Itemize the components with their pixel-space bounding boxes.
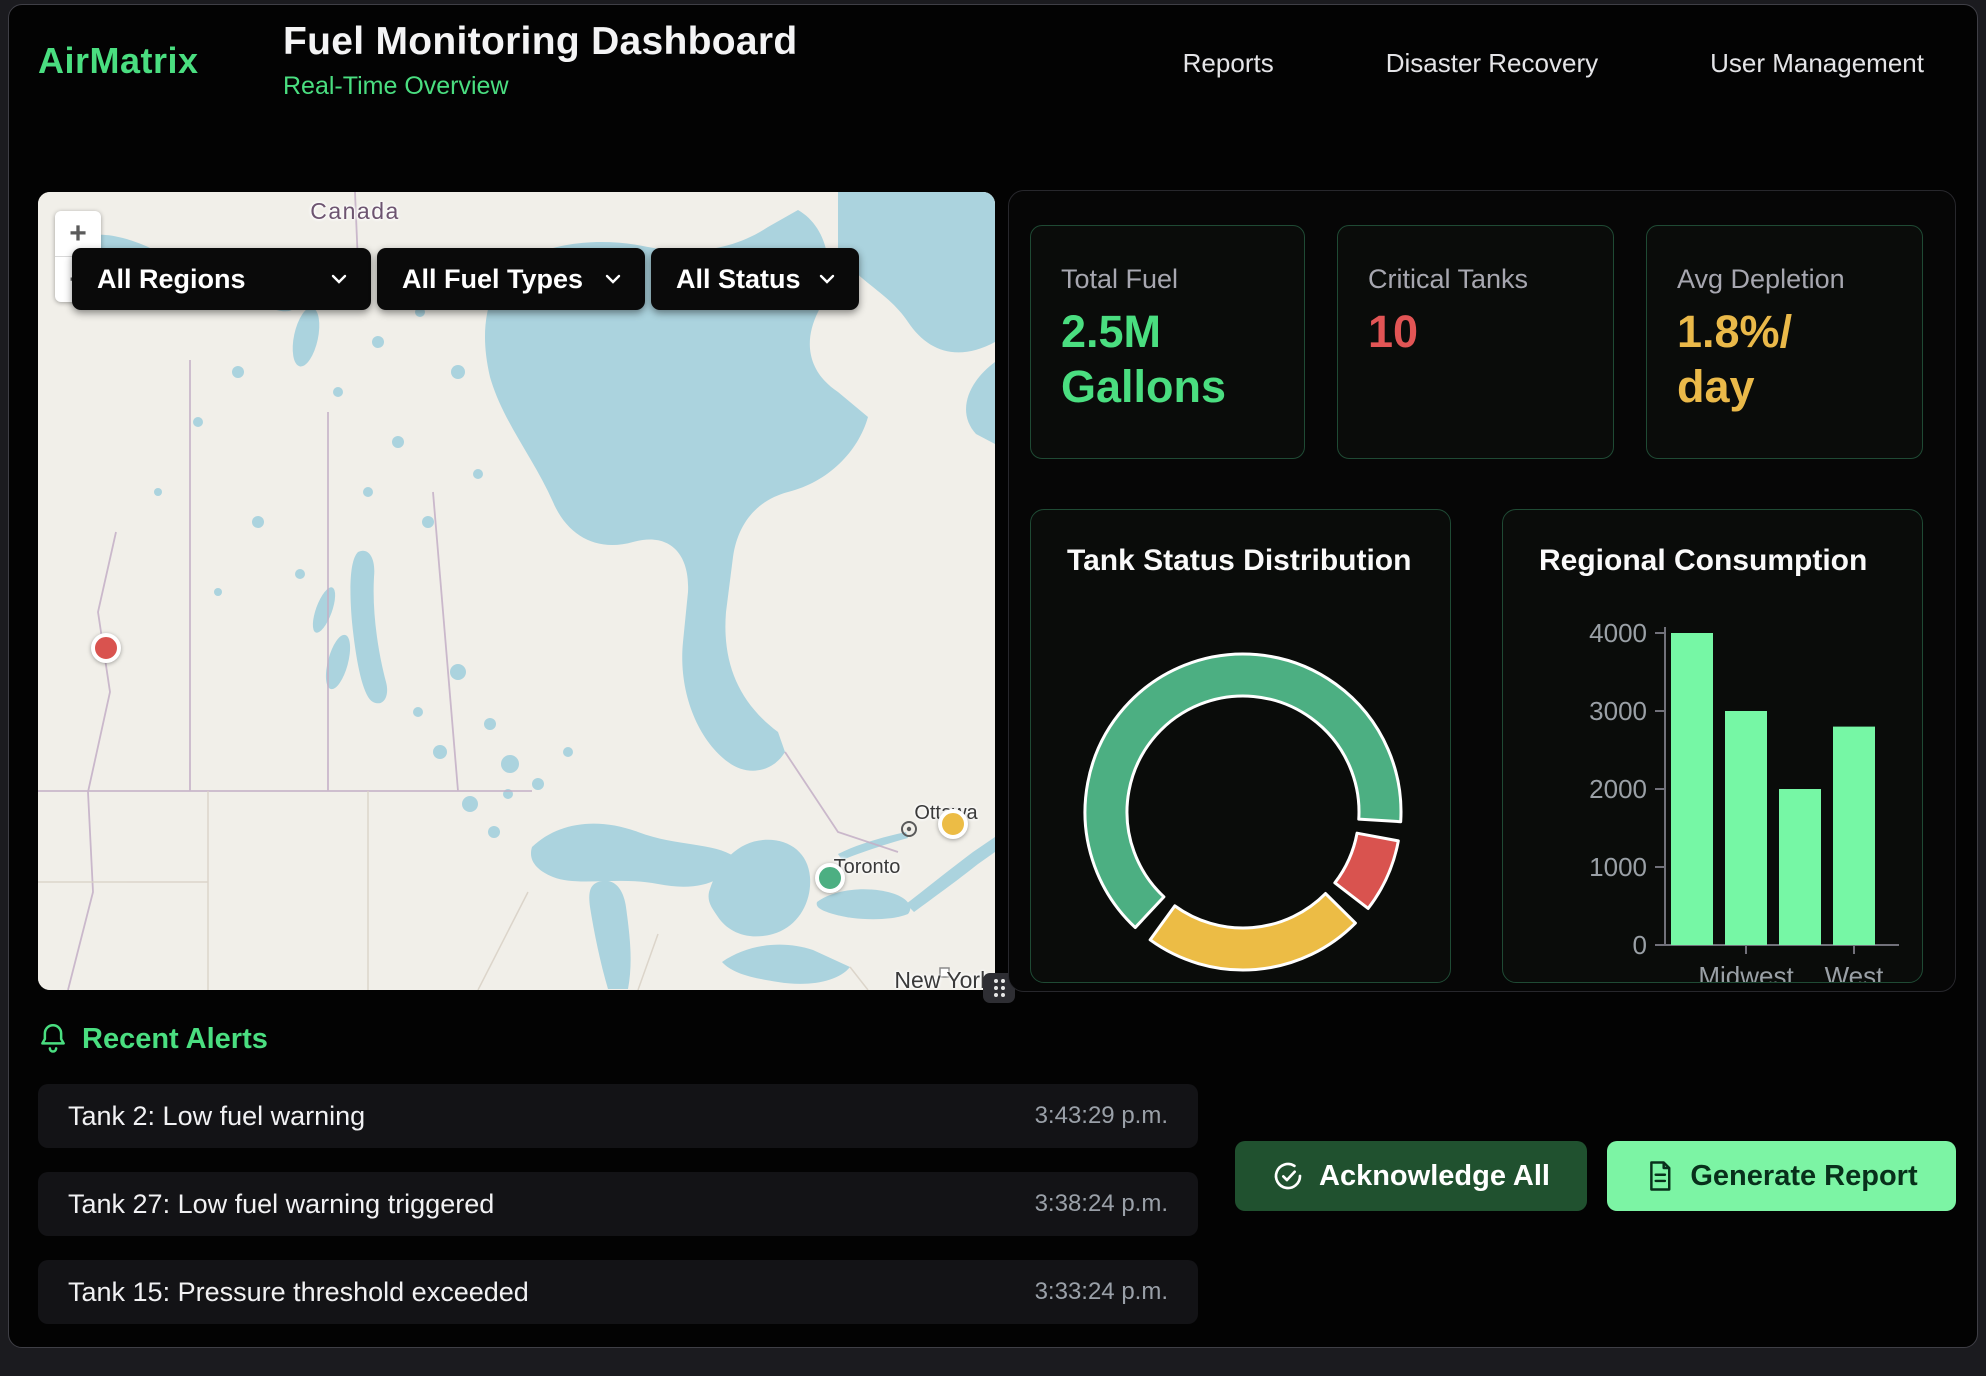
dashboard-page: AirMatrix Fuel Monitoring Dashboard Real… (0, 0, 1986, 1376)
tank-status-donut-chart (1031, 510, 1451, 983)
stat-label: Critical Tanks (1368, 264, 1585, 295)
stat-value-avg-depletion: 1.8%/ day (1677, 305, 1894, 415)
acknowledge-all-button[interactable]: Acknowledge All (1235, 1141, 1587, 1211)
region-filter-value: All Regions (97, 264, 246, 295)
alert-text: Tank 27: Low fuel warning triggered (68, 1189, 494, 1220)
alert-text: Tank 15: Pressure threshold exceeded (68, 1277, 529, 1308)
nav-disaster-recovery[interactable]: Disaster Recovery (1386, 48, 1598, 79)
region-filter-dropdown[interactable]: All Regions (72, 248, 371, 310)
bell-icon (38, 1022, 68, 1056)
tank-marker-critical[interactable] (91, 633, 121, 663)
check-circle-icon (1272, 1160, 1304, 1192)
stat-card-total-fuel: Total Fuel 2.5M Gallons (1030, 225, 1305, 459)
alert-time: 3:38:24 p.m. (1035, 1190, 1168, 1218)
chart-title: Tank Status Distribution (1067, 544, 1411, 578)
stat-label: Total Fuel (1061, 264, 1276, 295)
map-filters: All Regions All Fuel Types All Status (72, 248, 859, 310)
header: AirMatrix Fuel Monitoring Dashboard Real… (8, 4, 1978, 126)
donut-segment-critical (1335, 833, 1398, 908)
recent-alerts-title: Recent Alerts (82, 1023, 268, 1056)
tank-status-chart-panel: Tank Status Distribution (1030, 509, 1451, 983)
axis-tick-label: 3000 (1589, 696, 1647, 726)
alert-row[interactable]: Tank 15: Pressure threshold exceeded 3:3… (38, 1260, 1198, 1324)
axis-tick-label: Midwest (1698, 961, 1794, 983)
bar-West (1833, 727, 1875, 945)
fuel-type-filter-value: All Fuel Types (402, 264, 583, 295)
stat-card-avg-depletion: Avg Depletion 1.8%/ day (1646, 225, 1923, 459)
status-filter-dropdown[interactable]: All Status (651, 248, 859, 310)
axis-tick-label: 2000 (1589, 774, 1647, 804)
recent-alerts-heading: Recent Alerts (38, 1022, 268, 1056)
stat-label: Avg Depletion (1677, 264, 1894, 295)
bar-region-3 (1779, 789, 1821, 945)
map-label-canada: Canada (310, 198, 400, 225)
main-nav: Reports Disaster Recovery User Managemen… (1183, 48, 1924, 79)
chevron-down-icon (603, 272, 623, 286)
tank-marker-normal[interactable] (815, 863, 845, 893)
tank-marker-warning[interactable] (938, 809, 968, 839)
map-label-new-york: New York (894, 967, 991, 990)
axis-tick-label: 4000 (1589, 618, 1647, 648)
donut-segment-warning (1150, 894, 1355, 970)
chart-title: Regional Consumption (1539, 544, 1867, 578)
document-icon (1645, 1160, 1675, 1192)
alert-time: 3:33:24 p.m. (1035, 1278, 1168, 1306)
generate-report-label: Generate Report (1690, 1160, 1917, 1193)
axis-tick-label: 1000 (1589, 852, 1647, 882)
fuel-map[interactable]: Canada Ottawa Toronto New York + − All R… (38, 192, 995, 990)
status-filter-value: All Status (676, 264, 801, 295)
alert-text: Tank 2: Low fuel warning (68, 1101, 365, 1132)
alert-row[interactable]: Tank 27: Low fuel warning triggered 3:38… (38, 1172, 1198, 1236)
bar-region-1 (1671, 633, 1713, 945)
stat-value-critical-tanks: 10 (1368, 305, 1585, 360)
alert-time: 3:43:29 p.m. (1035, 1102, 1168, 1130)
brand-logo: AirMatrix (38, 40, 199, 82)
bar-Midwest (1725, 711, 1767, 945)
axis-tick-label: 0 (1633, 930, 1647, 960)
axis-tick-label: West (1825, 961, 1885, 983)
regional-consumption-bar-chart: 0 1000 2000 3000 4000 Midwest West (1503, 510, 1923, 983)
page-subtitle: Real-Time Overview (283, 72, 797, 101)
fuel-type-filter-dropdown[interactable]: All Fuel Types (377, 248, 645, 310)
chevron-down-icon (329, 272, 349, 286)
stat-card-critical-tanks: Critical Tanks 10 (1337, 225, 1614, 459)
nav-user-management[interactable]: User Management (1710, 48, 1924, 79)
acknowledge-all-label: Acknowledge All (1319, 1160, 1550, 1193)
regional-consumption-chart-panel: Regional Consumption 0 1000 2000 3000 4000 Mi… (1502, 509, 1923, 983)
title-block: Fuel Monitoring Dashboard Real-Time Over… (283, 20, 797, 101)
stat-value-total-fuel: 2.5M Gallons (1061, 305, 1276, 415)
alert-row[interactable]: Tank 2: Low fuel warning 3:43:29 p.m. (38, 1084, 1198, 1148)
generate-report-button[interactable]: Generate Report (1607, 1141, 1956, 1211)
page-title: Fuel Monitoring Dashboard (283, 20, 797, 64)
chevron-down-icon (817, 272, 837, 286)
nav-reports[interactable]: Reports (1183, 48, 1274, 79)
